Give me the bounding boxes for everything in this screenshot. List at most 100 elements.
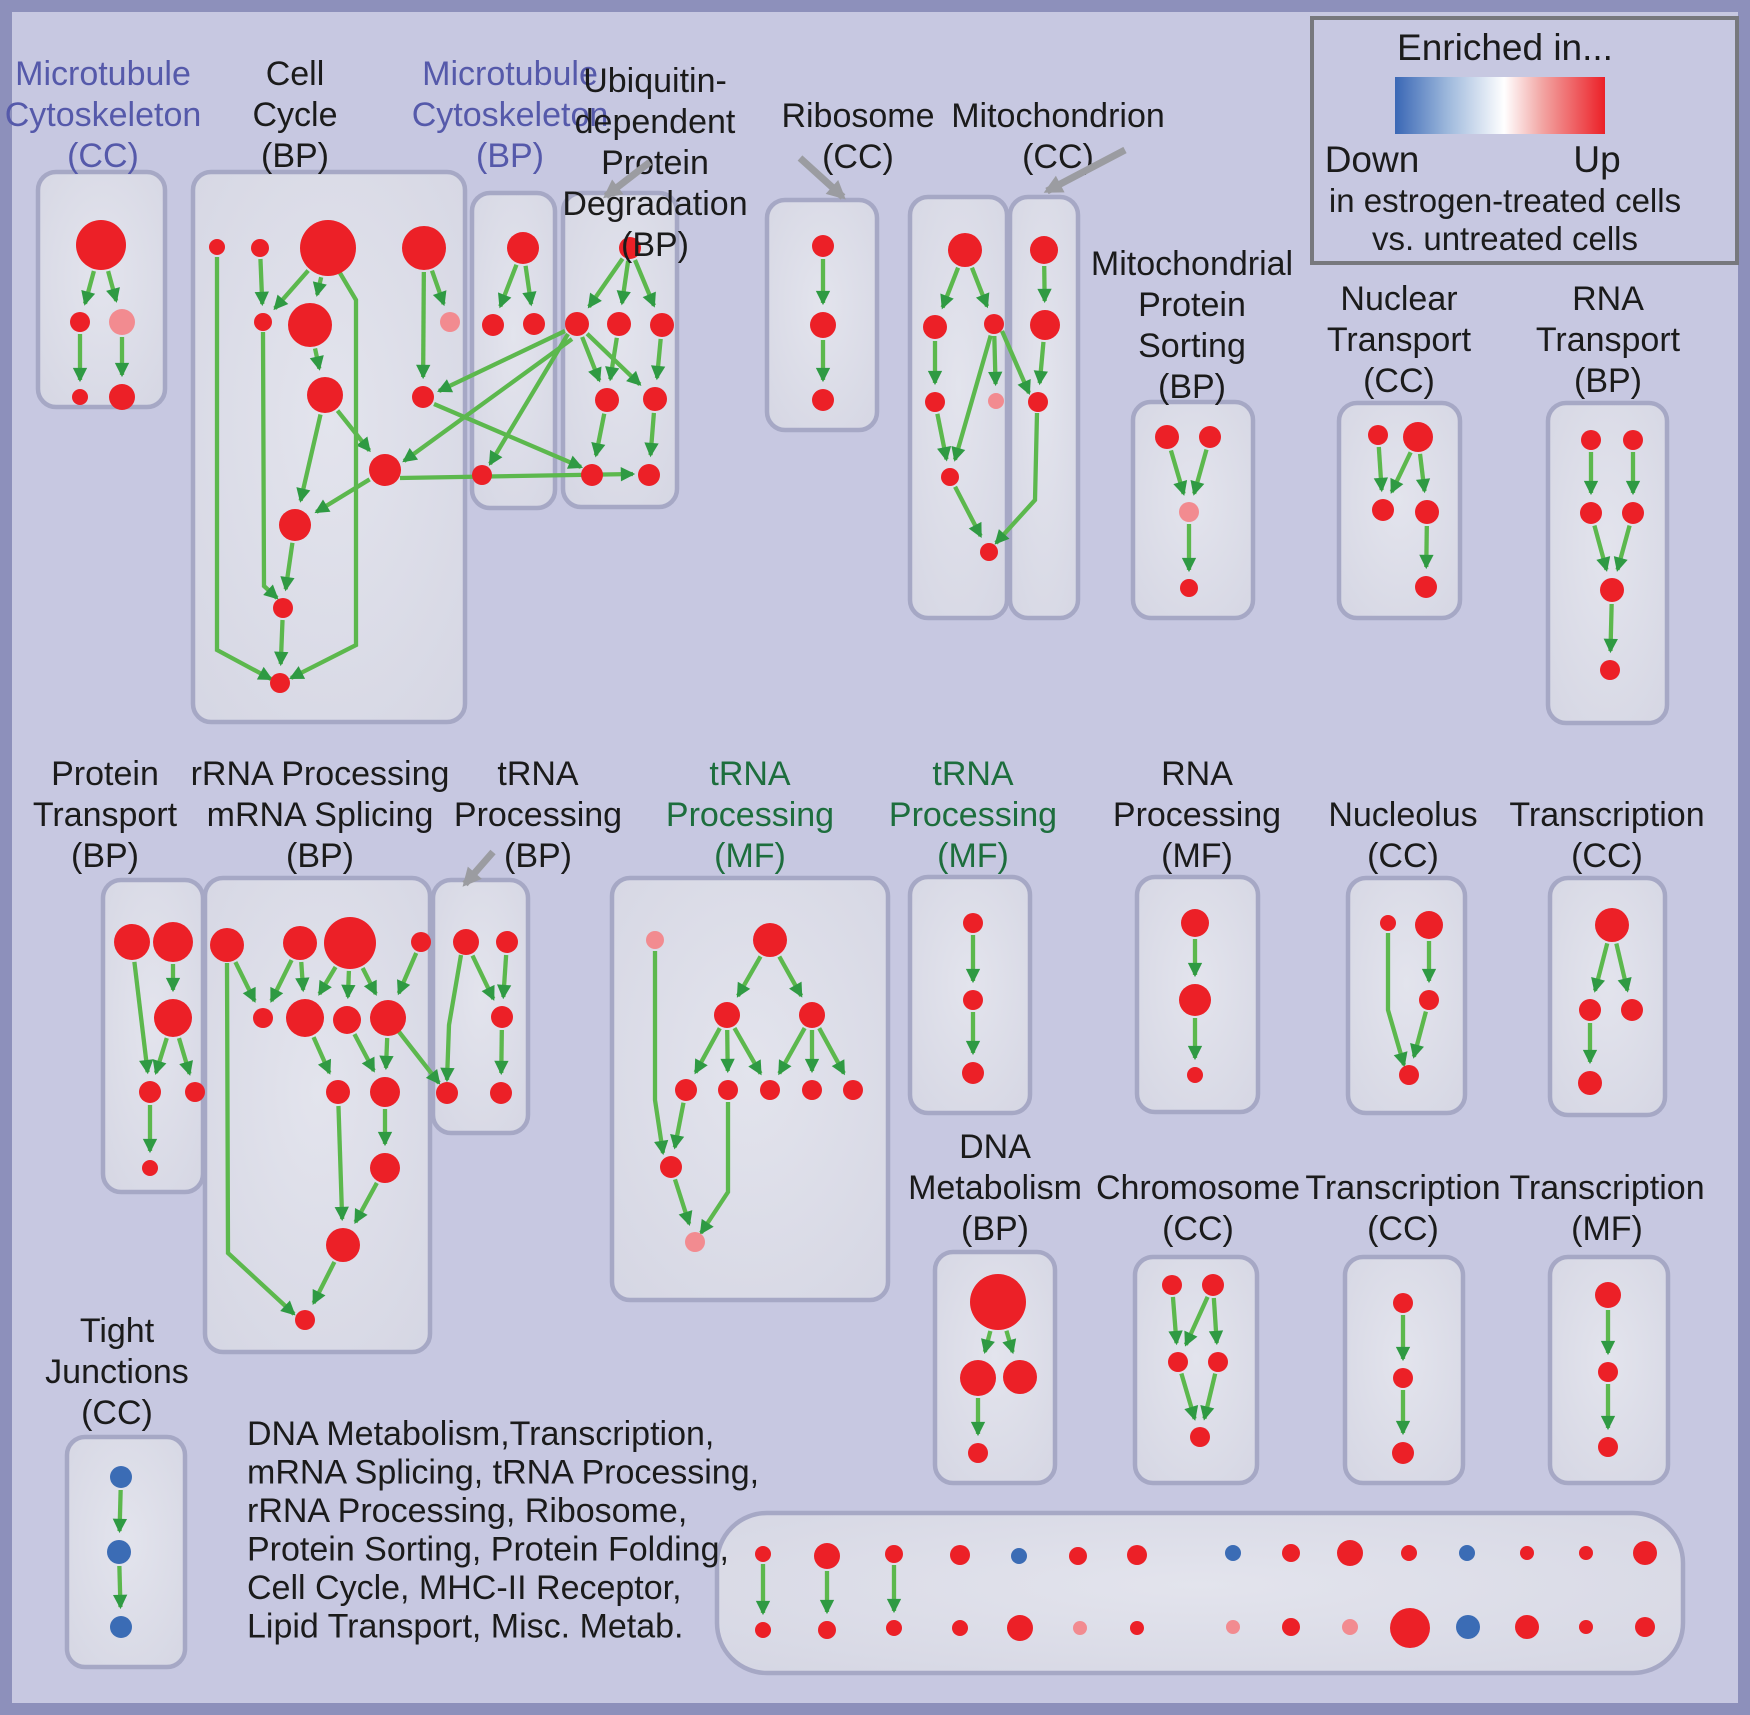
cluster-label-rna-transport-bp-line-0: RNA xyxy=(1572,280,1644,318)
go-edge xyxy=(670,1102,686,1150)
go-term-node xyxy=(812,235,834,257)
go-term-node xyxy=(482,314,504,336)
go-term-node xyxy=(369,454,401,486)
go-term-node xyxy=(984,314,1004,334)
go-term-node xyxy=(646,931,664,949)
go-term-node xyxy=(109,309,135,335)
go-edge xyxy=(273,269,310,311)
go-term-node xyxy=(643,387,667,411)
cluster-label-mitochondrial-protein-sorting-bp-line-0: Mitochondrial xyxy=(1091,245,1293,283)
go-term-node xyxy=(490,1082,512,1104)
cluster-label-trna-processing-mf-large-line-1: Processing xyxy=(666,796,834,834)
go-term-node xyxy=(1028,392,1048,412)
go-term-node xyxy=(411,932,431,952)
cluster-label-nuclear-transport-cc-line-1: Transport xyxy=(1327,321,1472,359)
go-edge xyxy=(1415,453,1431,494)
go-edge xyxy=(633,259,656,308)
go-edge xyxy=(296,414,323,503)
go-term-node xyxy=(1155,425,1179,449)
go-term-node xyxy=(960,1360,996,1396)
go-edge xyxy=(106,270,120,303)
cluster-label-ubiquitin-dep-protein-degradation-bp-1-line-4: (BP) xyxy=(621,226,689,264)
cluster-label-trna-processing-mf-small-line-1: Processing xyxy=(889,796,1057,834)
legend-up-label: Up xyxy=(1573,139,1620,180)
legend-down-label: Down xyxy=(1325,139,1420,180)
go-edge xyxy=(1614,943,1632,993)
go-term-node xyxy=(619,237,641,259)
cluster-label-microtubule-cytoskeleton-bp-line-2: (BP) xyxy=(476,137,544,175)
go-term-node xyxy=(1635,1617,1655,1637)
go-term-node xyxy=(799,1002,825,1028)
cluster-label-microtubule-cytoskeleton-cc-line-1: Cytoskeleton xyxy=(5,96,202,134)
go-edge xyxy=(112,1565,128,1610)
go-edge xyxy=(777,1027,807,1076)
go-term-node xyxy=(565,312,589,336)
go-term-node xyxy=(453,929,479,955)
go-term-node xyxy=(1578,1071,1602,1095)
legend-subtitle-line1: in estrogen-treated cells xyxy=(1329,182,1681,219)
go-edge xyxy=(440,954,464,1083)
go-edge xyxy=(396,952,419,996)
go-term-node xyxy=(1393,1368,1413,1388)
go-term-node xyxy=(307,377,343,413)
legend-title: Enriched in... xyxy=(1397,27,1613,68)
go-term-node xyxy=(818,1621,836,1639)
go-edge xyxy=(981,1330,995,1354)
cluster-box-microtubule-cytoskeleton-cc xyxy=(35,169,168,410)
go-term-node xyxy=(491,1006,513,1028)
go-edge xyxy=(352,1033,376,1073)
misc-terms-text-line-4: Cell Cycle, MHC-II Receptor, xyxy=(247,1569,682,1607)
go-edge xyxy=(176,1037,193,1076)
misc-terms-text-line-3: Protein Sorting, Protein Folding, xyxy=(247,1531,729,1569)
go-edge xyxy=(672,1178,693,1226)
cluster-label-protein-transport-bp-line-2: (BP) xyxy=(71,837,139,875)
go-edge xyxy=(269,959,294,1003)
go-term-node xyxy=(1181,909,1209,937)
go-term-node xyxy=(70,312,90,332)
cluster-label-microtubule-cytoskeleton-cc-line-0: Microtubule xyxy=(15,55,191,93)
go-term-node xyxy=(1579,999,1601,1021)
go-term-node xyxy=(286,999,324,1037)
go-term-node xyxy=(886,1620,902,1636)
go-term-node xyxy=(523,313,545,335)
go-edge xyxy=(317,965,338,996)
cluster-label-dna-metabolism-bp-line-0: DNA xyxy=(959,1128,1031,1166)
go-edge xyxy=(260,331,279,600)
go-edge xyxy=(1385,933,1408,1068)
cluster-label-mitochondrion-cc-line-0: Mitochondrion xyxy=(951,97,1165,135)
go-term-node xyxy=(802,1080,822,1100)
annotation-arrows-layer xyxy=(462,146,1127,887)
go-term-node xyxy=(1520,1546,1534,1560)
go-term-node xyxy=(968,1443,988,1463)
go-term-node xyxy=(1168,1352,1188,1372)
cluster-label-transcription-mf-line-1: (MF) xyxy=(1571,1210,1643,1248)
go-term-node xyxy=(980,543,998,561)
go-term-node xyxy=(139,1081,161,1103)
cluster-label-transcription-mf-line-0: Transcription xyxy=(1509,1169,1704,1207)
go-term-node xyxy=(925,392,945,412)
go-term-node xyxy=(1456,1615,1480,1639)
go-edge xyxy=(81,270,96,306)
go-term-node xyxy=(714,1002,740,1028)
go-term-node xyxy=(810,312,836,338)
go-edge xyxy=(360,967,378,996)
go-term-node xyxy=(1208,1352,1228,1372)
go-term-node xyxy=(843,1080,863,1100)
go-term-node xyxy=(412,386,434,408)
go-term-node xyxy=(1130,1621,1144,1635)
go-term-node xyxy=(109,384,135,410)
go-term-node xyxy=(1180,579,1198,597)
cluster-box-chromosome-cc xyxy=(1132,1254,1260,1486)
cluster-label-trna-processing-mf-large-line-2: (MF) xyxy=(714,837,786,875)
go-term-node xyxy=(963,913,983,933)
go-cross-edge xyxy=(994,412,1040,545)
cluster-label-rrna-processing-mrna-splicing-bp-line-0: rRNA Processing xyxy=(191,755,450,793)
go-cross-edge xyxy=(488,332,570,466)
go-term-node xyxy=(295,1310,315,1330)
go-edge xyxy=(295,961,310,993)
cluster-label-rna-transport-bp-line-1: Transport xyxy=(1536,321,1681,359)
go-term-node xyxy=(110,1466,132,1488)
go-edge xyxy=(274,619,289,667)
go-edge xyxy=(353,1181,379,1225)
cluster-label-ribosome-cc-line-1: (CC) xyxy=(822,138,894,176)
